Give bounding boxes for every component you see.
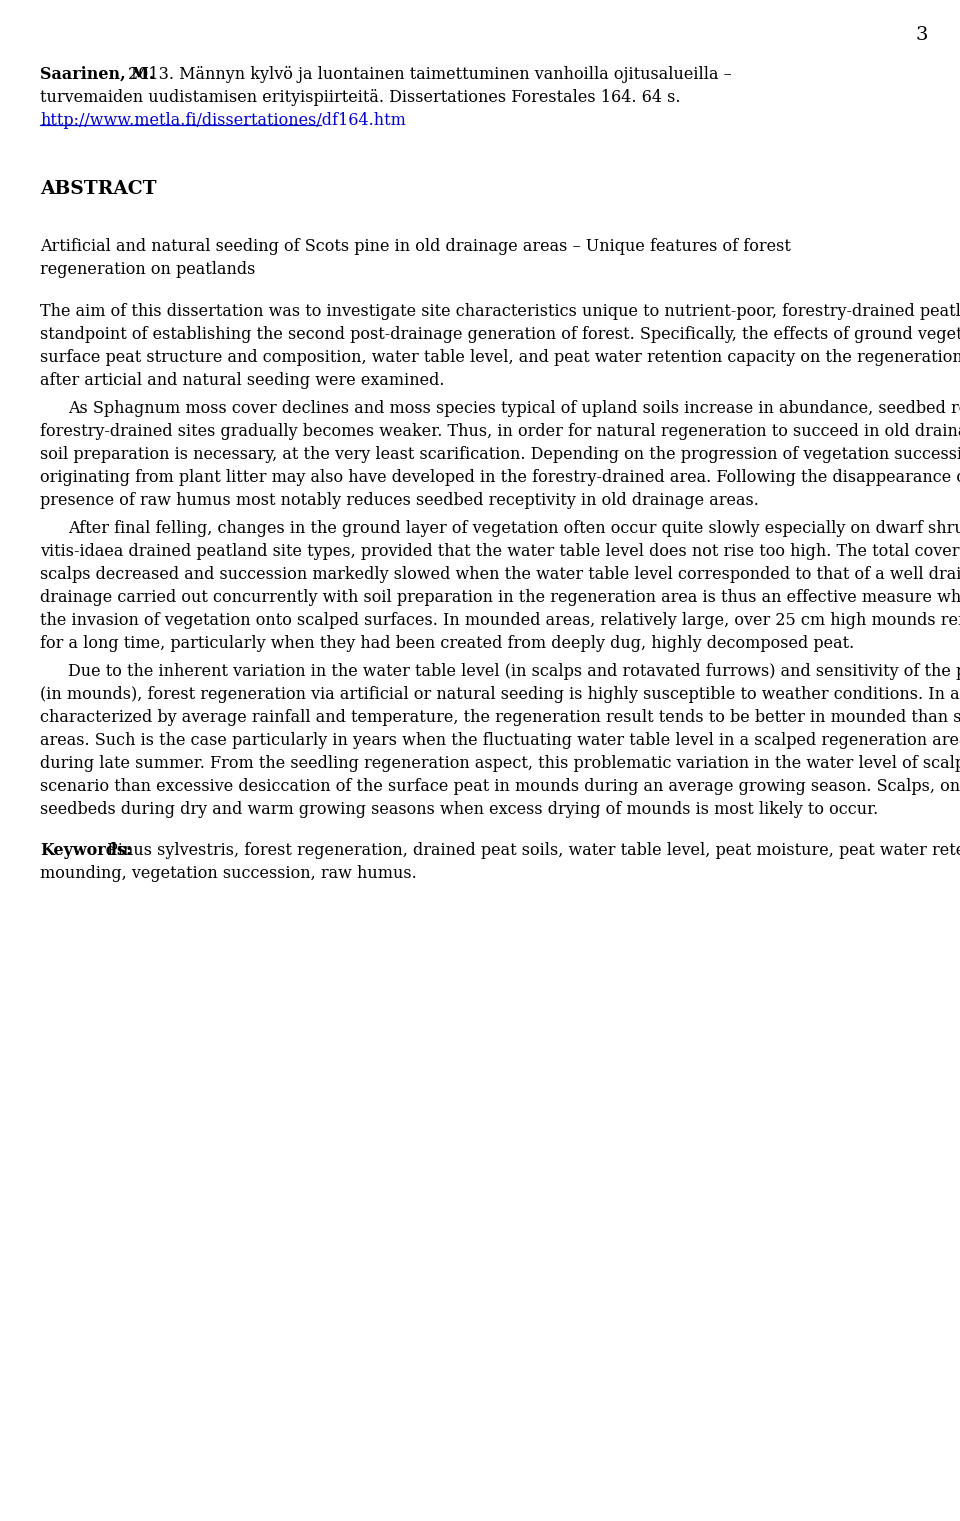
Text: Pinus sylvestris, forest regeneration, drained peat soils, water table level, pe: Pinus sylvestris, forest regeneration, d… — [102, 843, 960, 859]
Text: the invasion of vegetation onto scalped surfaces. In mounded areas, relatively l: the invasion of vegetation onto scalped … — [40, 611, 960, 630]
Text: 3: 3 — [916, 26, 928, 44]
Text: drainage carried out concurrently with soil preparation in the regeneration area: drainage carried out concurrently with s… — [40, 589, 960, 605]
Text: scalps decreased and succession markedly slowed when the water table level corre: scalps decreased and succession markedly… — [40, 566, 960, 583]
Text: scenario than excessive desiccation of the surface peat in mounds during an aver: scenario than excessive desiccation of t… — [40, 779, 960, 795]
Text: areas. Such is the case particularly in years when the fluctuating water table l: areas. Such is the case particularly in … — [40, 732, 960, 748]
Text: The aim of this dissertation was to investigate site characteristics unique to n: The aim of this dissertation was to inve… — [40, 303, 960, 319]
Text: surface peat structure and composition, water table level, and peat water retent: surface peat structure and composition, … — [40, 348, 960, 367]
Text: seedbeds during dry and warm growing seasons when excess drying of mounds is mos: seedbeds during dry and warm growing sea… — [40, 802, 878, 818]
Text: forestry-drained sites gradually becomes weaker. Thus, in order for natural rege: forestry-drained sites gradually becomes… — [40, 423, 960, 440]
Text: As Sphagnum moss cover declines and moss species typical of upland soils increas: As Sphagnum moss cover declines and moss… — [68, 400, 960, 417]
Text: presence of raw humus most notably reduces seedbed receptivity in old drainage a: presence of raw humus most notably reduc… — [40, 491, 758, 510]
Text: originating from plant litter may also have developed in the forestry-drained ar: originating from plant litter may also h… — [40, 468, 960, 487]
Text: standpoint of establishing the second post-drainage generation of forest. Specif: standpoint of establishing the second po… — [40, 325, 960, 344]
Text: soil preparation is necessary, at the very least scarification. Depending on the: soil preparation is necessary, at the ve… — [40, 446, 960, 462]
Text: vitis-idaea drained peatland site types, provided that the water table level doe: vitis-idaea drained peatland site types,… — [40, 543, 960, 560]
Text: After final felling, changes in the ground layer of vegetation often occur quite: After final felling, changes in the grou… — [68, 520, 960, 537]
Text: regeneration on peatlands: regeneration on peatlands — [40, 262, 255, 278]
Text: Keywords:: Keywords: — [40, 843, 132, 859]
Text: during late summer. From the seedling regeneration aspect, this problematic vari: during late summer. From the seedling re… — [40, 754, 960, 773]
Text: http://www.metla.fi/dissertationes/df164.htm: http://www.metla.fi/dissertationes/df164… — [40, 113, 406, 129]
Text: ABSTRACT: ABSTRACT — [40, 179, 156, 198]
Text: Saarinen, M.: Saarinen, M. — [40, 65, 155, 84]
Text: Due to the inherent variation in the water table level (in scalps and rotavated : Due to the inherent variation in the wat… — [68, 663, 960, 680]
Text: characterized by average rainfall and temperature, the regeneration result tends: characterized by average rainfall and te… — [40, 709, 960, 726]
Text: 2013. Männyn kylvö ja luontainen taimettuminen vanhoilla ojitusalueilla –: 2013. Männyn kylvö ja luontainen taimett… — [123, 65, 732, 84]
Text: Artificial and natural seeding of Scots pine in old drainage areas – Unique feat: Artificial and natural seeding of Scots … — [40, 237, 791, 256]
Text: for a long time, particularly when they had been created from deeply dug, highly: for a long time, particularly when they … — [40, 634, 854, 653]
Text: (in mounds), forest regeneration via artificial or natural seeding is highly sus: (in mounds), forest regeneration via art… — [40, 686, 960, 703]
Text: turvemaiden uudistamisen erityispiirteitä. Dissertationes Forestales 164. 64 s.: turvemaiden uudistamisen erityispiirteit… — [40, 90, 681, 106]
Text: after articial and natural seeding were examined.: after articial and natural seeding were … — [40, 373, 444, 389]
Text: mounding, vegetation succession, raw humus.: mounding, vegetation succession, raw hum… — [40, 865, 417, 882]
